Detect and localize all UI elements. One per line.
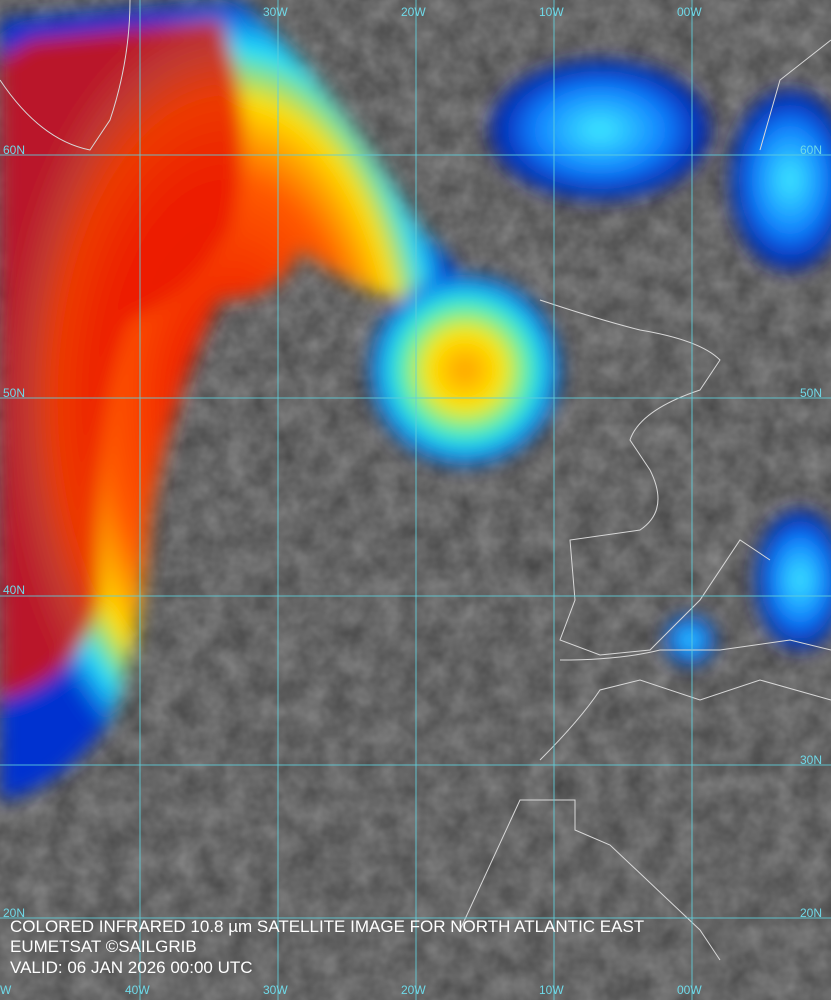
graticule-labels: 30W 20W 10W 00W W 40W 30W 20W 10W 00W 60N 50N 40N 20N… xyxy=(0,5,822,997)
grid-label: 00W xyxy=(677,5,702,19)
grid-label: 00W xyxy=(677,983,702,997)
grid-label: 60N xyxy=(800,143,822,157)
grid-label: 30W xyxy=(263,5,288,19)
grid-label: 50N xyxy=(3,386,25,400)
grid-label: 20W xyxy=(401,983,426,997)
caption-line: VALID: 06 JAN 2026 00:00 UTC xyxy=(10,958,253,977)
grid-label: 30N xyxy=(800,753,822,767)
grid-label: 50N xyxy=(800,386,822,400)
grid-label: 20N xyxy=(800,906,822,920)
caption-line: COLORED INFRARED 10.8 µm SATELLITE IMAGE… xyxy=(10,917,644,936)
grid-label: 10W xyxy=(539,5,564,19)
grid-label: 60N xyxy=(3,143,25,157)
caption-line: EUMETSAT ©SAILGRIB xyxy=(10,937,197,956)
grid-label: W xyxy=(0,983,12,997)
caption: COLORED INFRARED 10.8 µm SATELLITE IMAGE… xyxy=(10,917,644,977)
grid-label: 40W xyxy=(125,983,150,997)
grid-label: 40N xyxy=(3,583,25,597)
grid-label: 30W xyxy=(263,983,288,997)
grid-label: 20N xyxy=(3,906,25,920)
grid-label: 10W xyxy=(539,983,564,997)
cloud-tops xyxy=(0,0,831,800)
grid-label: 20W xyxy=(401,5,426,19)
